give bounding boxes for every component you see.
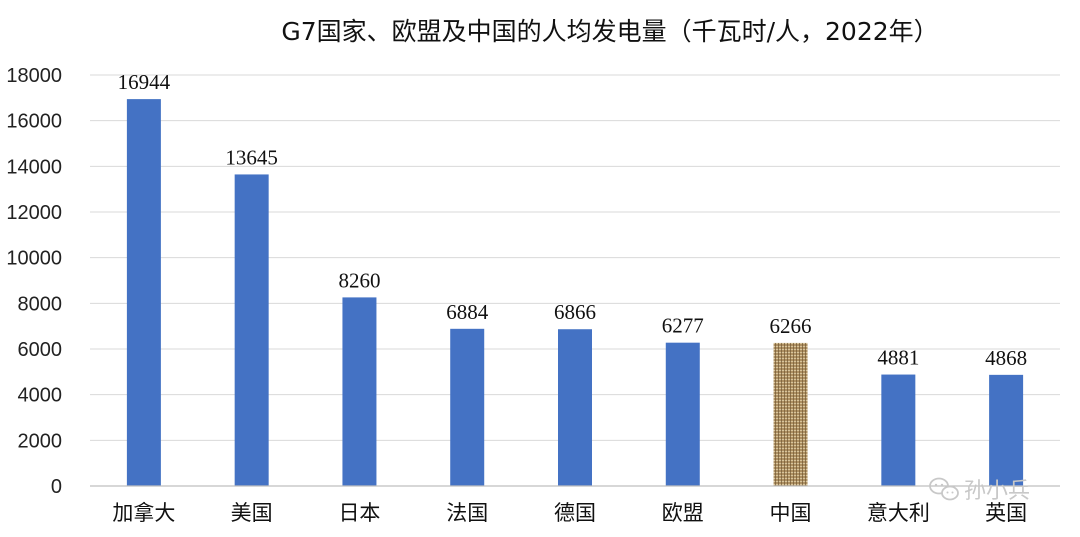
- bar: [773, 342, 808, 486]
- bar: [126, 99, 161, 486]
- watermark: 孙小兵: [929, 477, 1030, 504]
- x-tick-label: 加拿大: [112, 501, 175, 525]
- x-tick-label: 德国: [554, 501, 596, 525]
- x-axis-ticks: 加拿大 美国 日本 法国 德国 欧盟 中国 意大利 英国: [112, 501, 1027, 525]
- bar: [558, 329, 592, 486]
- x-tick-label: 中国: [770, 501, 812, 525]
- x-tick-label: 意大利: [867, 501, 930, 525]
- data-label: 8260: [338, 268, 380, 292]
- y-tick-label: 4000: [18, 385, 63, 407]
- data-label: 4868: [985, 346, 1027, 370]
- data-label: 16944: [118, 70, 171, 94]
- y-tick-label: 0: [51, 476, 62, 498]
- x-tick-label: 日本: [338, 501, 380, 525]
- x-tick-label: 英国: [985, 501, 1027, 525]
- bar: [342, 297, 377, 486]
- x-tick-label: 欧盟: [662, 501, 704, 525]
- bar: [450, 328, 485, 486]
- bar: [881, 374, 916, 486]
- y-axis-ticks: 0 2000 4000 6000 8000 10000 12000 14000 16000 180…: [6, 65, 62, 498]
- data-labels: 16944 13645 8260 6884 6866 6277 6266 4881 4868: [118, 70, 1027, 370]
- y-tick-label: 18000: [6, 65, 62, 87]
- data-label: 6866: [554, 300, 596, 324]
- bars: [126, 99, 1024, 487]
- bar: [665, 342, 700, 486]
- chart-title: G7国家、欧盟及中国的人均发电量（千瓦时/人，2022年）: [281, 17, 938, 46]
- y-tick-label: 12000: [6, 202, 62, 224]
- y-tick-label: 2000: [18, 430, 63, 452]
- data-label: 13645: [225, 145, 278, 169]
- y-tick-label: 14000: [6, 156, 62, 178]
- wechat-icon: [929, 477, 959, 501]
- bar: [989, 374, 1024, 486]
- x-tick-label: 法国: [446, 501, 488, 525]
- y-tick-label: 8000: [18, 293, 63, 315]
- y-tick-label: 10000: [6, 248, 62, 270]
- y-tick-label: 16000: [6, 111, 62, 133]
- bar: [234, 174, 269, 487]
- data-label: 6266: [770, 314, 812, 338]
- watermark-text: 孙小兵: [964, 479, 1030, 504]
- y-tick-label: 6000: [18, 339, 63, 361]
- data-label: 4881: [877, 346, 919, 370]
- data-label: 6884: [446, 300, 489, 324]
- x-tick-label: 美国: [231, 501, 273, 525]
- data-label: 6277: [662, 314, 704, 338]
